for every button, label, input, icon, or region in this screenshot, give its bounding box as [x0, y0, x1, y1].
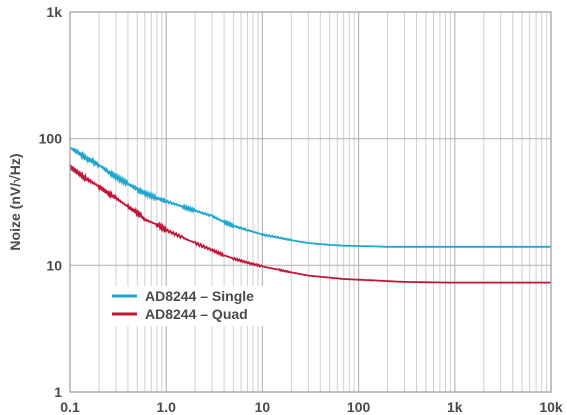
- y-tick-label: 1: [54, 384, 62, 400]
- y-tick-label: 100: [39, 131, 63, 147]
- x-tick-labels: 0.1 1.0 10 100 1k 10k: [60, 399, 563, 415]
- legend-background: [108, 286, 278, 326]
- x-tick-label: 0.1: [60, 399, 80, 415]
- y-tick-label: 10: [46, 257, 62, 273]
- legend-label: AD8244 – Single: [145, 288, 254, 304]
- x-tick-label: 10k: [539, 399, 563, 415]
- legend: AD8244 – Single AD8244 – Quad: [112, 288, 254, 322]
- x-tick-label: 10: [255, 399, 271, 415]
- y-tick-label: 1k: [46, 4, 62, 20]
- plot-frame: [69, 11, 552, 393]
- legend-label: AD8244 – Quad: [145, 306, 248, 322]
- x-tick-label: 1.0: [156, 399, 176, 415]
- y-axis-title: Noize (nV/√Hz): [7, 153, 23, 250]
- x-tick-label: 100: [347, 399, 371, 415]
- series-line-2: [69, 164, 551, 284]
- grid: [70, 12, 551, 392]
- series-lines: [69, 146, 551, 284]
- y-tick-labels: 1 10 100 1k: [39, 4, 63, 400]
- x-tick-label: 1k: [447, 399, 463, 415]
- series-line-1: [69, 146, 551, 248]
